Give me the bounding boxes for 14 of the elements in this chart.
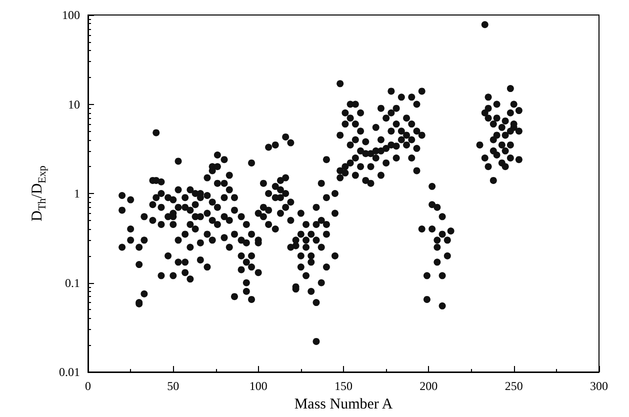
x-tick-label: 150 (334, 379, 352, 393)
y-tick-label: 1 (74, 186, 80, 200)
y-tick-label: 0.1 (65, 276, 80, 290)
x-tick-label: 250 (504, 379, 523, 393)
x-tick-label: 100 (249, 379, 268, 393)
y-tick-label: 100 (62, 8, 80, 22)
y-tick-label: 0.01 (59, 365, 80, 379)
x-tick-label: 0 (85, 379, 91, 393)
x-tick-label: 300 (590, 379, 608, 393)
y-tick-label: 10 (68, 97, 80, 112)
x-axis-title: Mass Number A (294, 396, 393, 412)
x-tick-label: 200 (420, 379, 438, 393)
y-axis-title: DTh/DExp (30, 165, 48, 222)
x-tick-label: 50 (167, 379, 180, 393)
